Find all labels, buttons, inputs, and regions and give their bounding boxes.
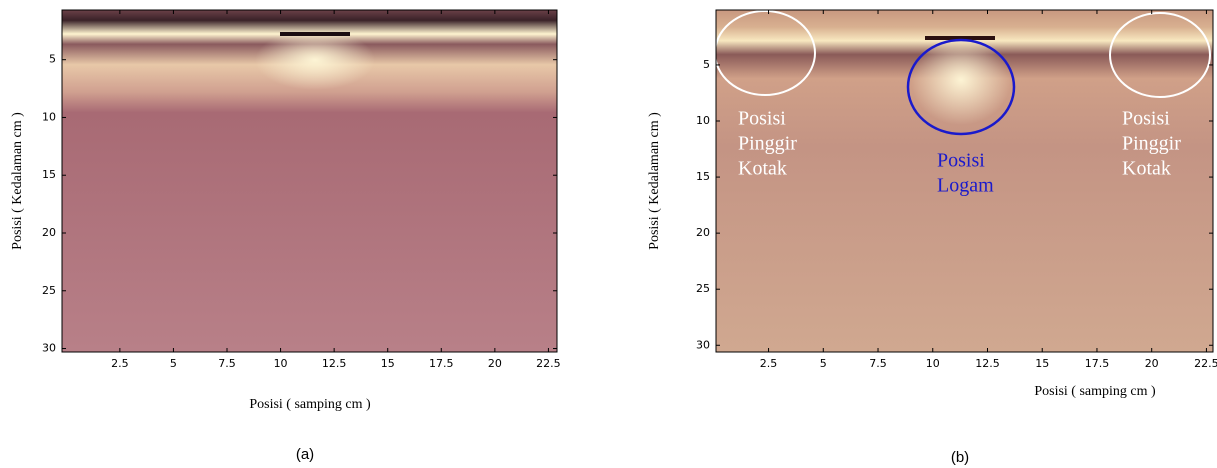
x-tick-label: 15 — [1035, 357, 1049, 370]
x-tick-label: 5 — [170, 357, 177, 370]
annotation: Kotak — [738, 158, 787, 180]
x-tick-label: 5 — [820, 357, 827, 370]
y-tick-label: 25 — [696, 282, 710, 295]
y-tick-label: 5 — [703, 58, 710, 71]
x-tick-label: 22.5 — [536, 357, 561, 370]
x-tick-label: 12.5 — [322, 357, 347, 370]
x-tick-label: 2.5 — [760, 357, 778, 370]
y-tick-label: 30 — [696, 338, 710, 351]
y-tick-label: 30 — [42, 342, 56, 355]
x-tick-label: 7.5 — [218, 357, 236, 370]
plot-frame — [61, 9, 558, 353]
reflection-glow — [911, 35, 1011, 125]
x-tick-label: 10 — [926, 357, 940, 370]
reflection-band — [280, 32, 350, 36]
y-tick-label: 10 — [696, 114, 710, 127]
annotation: Logam — [937, 175, 994, 197]
y-tick-label: 10 — [42, 110, 56, 123]
y-axis-label: Posisi ( Kedalaman cm ) — [647, 112, 662, 250]
x-tick-label: 12.5 — [975, 357, 1000, 370]
x-tick-label: 15 — [381, 357, 395, 370]
highlight-circle — [1109, 12, 1211, 98]
annotation: Posisi — [738, 108, 786, 130]
annotation: Pinggir — [1122, 133, 1181, 155]
x-tick-label: 17.5 — [429, 357, 454, 370]
x-tick-label: 22.5 — [1194, 357, 1217, 370]
y-tick-label: 15 — [42, 168, 56, 181]
x-axis-label: Posisi ( samping cm ) — [1034, 384, 1156, 399]
y-axis-label: Posisi ( Kedalaman cm ) — [10, 112, 25, 250]
x-tick-label: 10 — [274, 357, 288, 370]
x-tick-label: 20 — [488, 357, 502, 370]
annotation: Pinggir — [738, 133, 797, 155]
y-tick-label: 20 — [42, 226, 56, 239]
reflection-glow — [255, 30, 375, 90]
reflection-band — [925, 36, 995, 40]
caption: (a) — [296, 446, 314, 463]
plot-frame — [715, 9, 1214, 353]
y-tick-label: 15 — [696, 170, 710, 183]
y-tick-label: 20 — [696, 226, 710, 239]
x-tick-label: 2.5 — [111, 357, 129, 370]
x-tick-label: 17.5 — [1085, 357, 1110, 370]
y-tick-label: 25 — [42, 284, 56, 297]
highlight-circle — [906, 38, 1016, 136]
x-tick-label: 20 — [1145, 357, 1159, 370]
annotation: Posisi — [937, 150, 985, 172]
y-tick-label: 5 — [49, 53, 56, 66]
x-tick-label: 7.5 — [869, 357, 887, 370]
annotation: Posisi — [1122, 108, 1170, 130]
caption: (b) — [951, 449, 969, 466]
highlight-circle — [714, 10, 816, 96]
annotation: Kotak — [1122, 158, 1171, 180]
x-axis-label: Posisi ( samping cm ) — [249, 397, 371, 412]
